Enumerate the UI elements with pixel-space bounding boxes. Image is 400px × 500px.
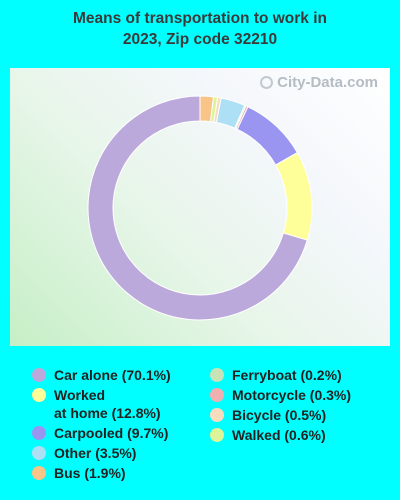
legend-swatch: [32, 388, 46, 402]
legend-swatch: [210, 408, 224, 422]
legend-item-other: Other (3.5%): [32, 444, 207, 462]
slice-worked-at-home: [274, 151, 313, 241]
legend-swatch: [32, 466, 46, 480]
legend-label: Walked (0.6%): [232, 427, 326, 443]
legend-label: Car alone (70.1%): [54, 367, 171, 383]
legend-label: Motorcycle (0.3%): [232, 387, 352, 403]
legend-label: Bus (1.9%): [54, 465, 126, 481]
legend-label: Ferryboat (0.2%): [232, 367, 342, 383]
legend-swatch: [210, 428, 224, 442]
legend-item-ferryboat: Ferryboat (0.2%): [210, 366, 390, 384]
legend-item-walked: Walked (0.6%): [210, 426, 390, 444]
legend-item-car-alone: Car alone (70.1%): [32, 366, 207, 384]
legend: Car alone (70.1%) Worked at home (12.8%) C…: [32, 366, 392, 496]
donut-slices: [87, 95, 313, 321]
legend-item-bicycle: Bicycle (0.5%): [210, 406, 390, 424]
slice-car-alone: [87, 95, 308, 321]
chart-title: Means of transportation to work in 2023,…: [72, 10, 328, 48]
legend-label: Bicycle (0.5%): [232, 407, 327, 423]
legend-swatch: [32, 368, 46, 382]
legend-item-motorcycle: Motorcycle (0.3%): [210, 386, 390, 404]
legend-column-right: Ferryboat (0.2%) Motorcycle (0.3%) Bicycle…: [210, 366, 390, 446]
legend-item-carpooled: Carpooled (9.7%): [32, 424, 207, 442]
slice-bus: [199, 95, 214, 123]
legend-swatch: [210, 388, 224, 402]
legend-column-left: Car alone (70.1%) Worked at home (12.8%) C…: [32, 366, 207, 484]
globe-icon: [260, 76, 274, 89]
plot-area: City-Data.com: [10, 68, 390, 346]
watermark: City-Data.com: [260, 74, 378, 91]
watermark-text: City-Data.com: [277, 74, 378, 91]
slice-carpooled: [236, 106, 299, 166]
legend-label: Carpooled (9.7%): [54, 425, 169, 441]
legend-swatch: [32, 426, 46, 440]
legend-swatch: [210, 368, 224, 382]
legend-label: Other (3.5%): [54, 445, 137, 461]
legend-item-bus: Bus (1.9%): [32, 464, 207, 482]
legend-label: Worked at home (12.8%): [54, 387, 161, 421]
donut-chart: [87, 95, 313, 321]
legend-swatch: [32, 446, 46, 460]
legend-item-worked-at-home: Worked at home (12.8%): [32, 386, 207, 422]
